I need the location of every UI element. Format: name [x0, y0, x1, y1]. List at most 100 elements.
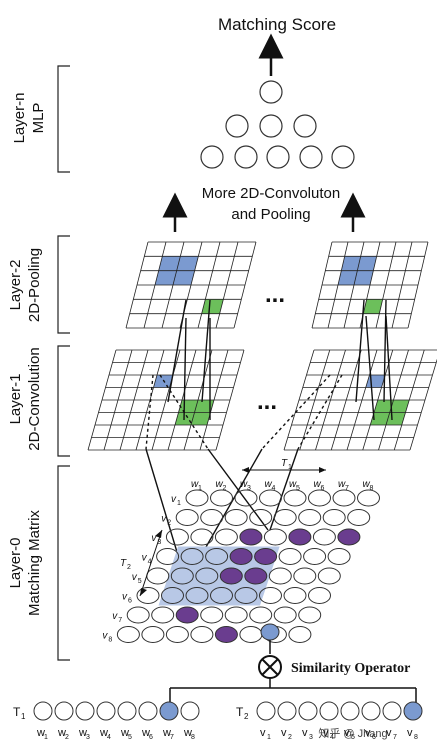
layer-label-line1: Layer-2 [7, 260, 24, 311]
grid-line [167, 349, 197, 451]
layer-bracket [57, 465, 70, 661]
connector-line [201, 299, 211, 403]
word-label-index: 8 [191, 734, 195, 741]
similarity-operator: Similarity Operator [169, 640, 417, 704]
row-label: v [142, 553, 148, 564]
layer-label-line2: 2D-Pooling [26, 248, 43, 322]
connector-line [145, 374, 154, 450]
matrix-cell [185, 587, 209, 604]
word-node [159, 701, 179, 721]
matrix-cell [219, 567, 243, 585]
row-label: v [132, 572, 138, 583]
word-label: w [183, 727, 192, 739]
column-label: w [265, 479, 273, 490]
matrix-cell [234, 489, 258, 507]
column-label: w [289, 479, 297, 490]
connector-line [207, 448, 269, 531]
row-label-index: 7 [118, 617, 122, 624]
row-label-index: 6 [128, 598, 132, 605]
matrix-cell [249, 606, 273, 624]
layer-bracket [57, 235, 70, 334]
layer-label-line2: MLP [30, 103, 47, 134]
matrix-cell [283, 489, 307, 507]
word-node [361, 701, 381, 721]
matrix-cell [205, 548, 229, 565]
ellipsis-convolution: ... [257, 388, 277, 415]
matrix-cell [210, 587, 233, 604]
neuron [200, 145, 224, 169]
pooling-map-right [311, 241, 429, 329]
connector-line [355, 299, 365, 403]
t1-axis: T 1 [242, 458, 326, 473]
grid-line [125, 241, 149, 329]
matrix-cell [259, 587, 282, 604]
matrix-cell [170, 567, 194, 585]
word-label: w [57, 727, 66, 739]
row-label: v [151, 533, 157, 544]
row-label: v [122, 592, 128, 603]
grid-line [330, 349, 362, 451]
connector-line [365, 315, 375, 421]
matrix-cell [312, 528, 336, 546]
word-label: w [99, 727, 108, 739]
sequence-label: T [236, 705, 244, 719]
pooling-map-left [125, 241, 257, 329]
matrix-cell [347, 509, 371, 526]
grid-line [161, 241, 185, 329]
grid-line [375, 241, 397, 329]
layer-bracket [57, 65, 70, 173]
grid-line [199, 349, 229, 451]
matrix-cell [165, 626, 189, 643]
grid-line [215, 349, 245, 451]
matrix-cell [239, 528, 263, 546]
word-node [403, 701, 423, 721]
sequence-label-index: 2 [244, 712, 249, 721]
connector-line [385, 315, 393, 421]
matrix-cell [200, 509, 224, 526]
column-label-index: 4 [272, 485, 276, 492]
ellipsis-pooling: ... [265, 281, 285, 308]
word-label-index: 5 [351, 734, 355, 741]
grid-line [283, 349, 315, 451]
word-node [54, 701, 74, 721]
layer-0-label: Layer-0 Matching Matrix [7, 510, 43, 616]
matrix-cell [254, 548, 278, 565]
word-node [277, 701, 297, 721]
sequence-t1: T 1w 1 w 2 w 3 w 4 w 5 w 6 w 7 w 8 [13, 701, 200, 741]
matrix-cell [224, 606, 248, 624]
matrix-cell [268, 567, 292, 585]
highlight-cell [363, 299, 383, 314]
connector-line [183, 317, 187, 421]
column-label-index: 2 [223, 485, 227, 492]
matching-matrix: v 1v 2v 3v 4v 5v 6v 7v 8w 1 w 2 w 3 w 4 w 5 w 6 w 7 w 8 [102, 479, 380, 644]
more-conv-label-line1: More 2D-Convoluton [202, 185, 340, 202]
column-label: w [363, 479, 371, 490]
watermark: 知乎 @ Jhang [318, 726, 387, 740]
matrix-cell [146, 567, 170, 585]
matrix-cell [278, 548, 302, 565]
word-label: w [141, 727, 150, 739]
highlight-cell [201, 299, 224, 314]
matrix-cell [175, 606, 199, 624]
matrix-cell [214, 626, 238, 643]
word-label-index: 4 [107, 734, 111, 741]
column-label-index: 8 [370, 485, 374, 492]
matrix-cell [224, 509, 248, 526]
grid-line [315, 349, 346, 451]
column-label-index: 7 [345, 485, 349, 492]
row-label: v [102, 631, 108, 642]
row-label-index: 5 [138, 578, 142, 585]
column-label-index: 6 [321, 485, 325, 492]
word-label-index: 6 [372, 734, 376, 741]
connector-line [297, 374, 343, 450]
layer-label-line1: Layer-0 [7, 538, 24, 589]
layer-label-line1: Layer-n [11, 93, 28, 144]
grid-line [143, 241, 167, 329]
matrix-cell [283, 587, 307, 604]
grid-line [391, 241, 413, 329]
matrix-cell [293, 567, 317, 585]
word-label: v [344, 727, 350, 739]
more-conv-label-line2: and Pooling [231, 206, 310, 223]
similarity-operator-label: Similarity Operator [291, 661, 410, 676]
